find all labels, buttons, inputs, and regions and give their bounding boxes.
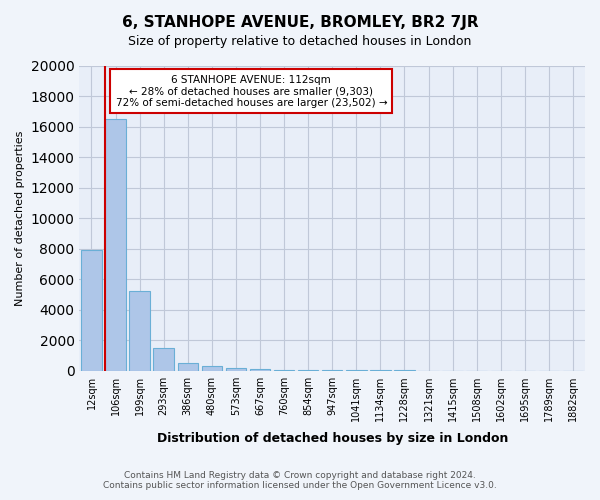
Bar [81,250,101,370]
Text: Size of property relative to detached houses in London: Size of property relative to detached ho… [128,35,472,48]
Text: 6 STANHOPE AVENUE: 112sqm
← 28% of detached houses are smaller (9,303)
72% of se: 6 STANHOPE AVENUE: 112sqm ← 28% of detac… [116,74,387,108]
Bar [250,369,270,370]
Bar [202,366,222,370]
Text: 6, STANHOPE AVENUE, BROMLEY, BR2 7JR: 6, STANHOPE AVENUE, BROMLEY, BR2 7JR [122,15,478,30]
Bar [154,348,174,370]
Bar [178,363,198,370]
X-axis label: Distribution of detached houses by size in London: Distribution of detached houses by size … [157,432,508,445]
Bar [105,119,126,370]
Y-axis label: Number of detached properties: Number of detached properties [15,130,25,306]
Text: Contains HM Land Registry data © Crown copyright and database right 2024.
Contai: Contains HM Land Registry data © Crown c… [103,470,497,490]
Bar [226,368,246,370]
Bar [130,291,150,370]
